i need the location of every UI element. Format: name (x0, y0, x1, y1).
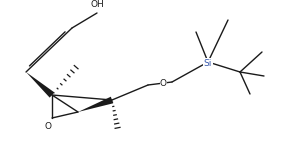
Text: Si: Si (204, 59, 212, 67)
Text: O: O (160, 80, 167, 88)
Polygon shape (78, 97, 113, 112)
Text: O: O (45, 122, 51, 131)
Polygon shape (26, 72, 54, 98)
Text: OH: OH (90, 0, 104, 9)
